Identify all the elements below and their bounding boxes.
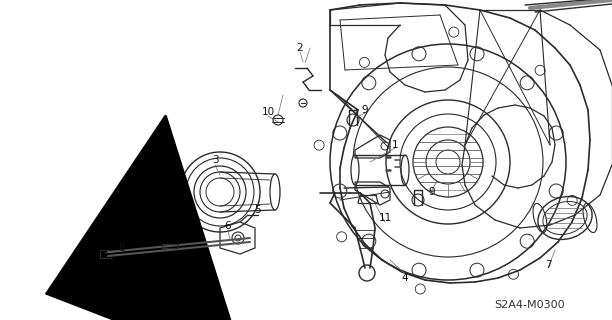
Text: 9: 9 xyxy=(362,105,368,115)
Text: 6: 6 xyxy=(225,221,231,231)
Text: 8: 8 xyxy=(119,243,125,253)
Text: 1: 1 xyxy=(392,140,398,150)
Text: 2: 2 xyxy=(297,43,304,53)
Text: 10: 10 xyxy=(261,107,275,117)
Text: 11: 11 xyxy=(378,213,392,223)
Text: FR.: FR. xyxy=(84,285,105,295)
Text: 5: 5 xyxy=(255,205,261,215)
Text: 9: 9 xyxy=(428,187,435,197)
FancyArrowPatch shape xyxy=(47,116,246,320)
Text: S2A4-M0300: S2A4-M0300 xyxy=(494,300,565,310)
Ellipse shape xyxy=(351,155,359,185)
Text: 3: 3 xyxy=(212,155,218,165)
Text: 7: 7 xyxy=(545,260,551,270)
Text: 4: 4 xyxy=(401,273,408,283)
